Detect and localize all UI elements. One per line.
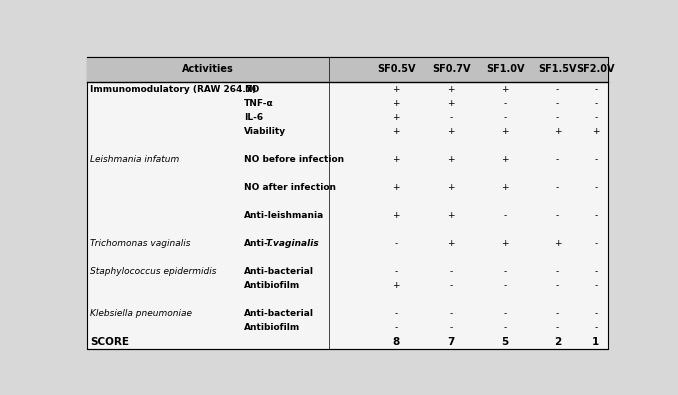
Text: -: - — [450, 281, 453, 290]
Text: 8: 8 — [393, 337, 400, 346]
Text: -: - — [594, 211, 597, 220]
Text: -: - — [594, 267, 597, 276]
Text: SF1.5V: SF1.5V — [538, 64, 577, 74]
Text: SF2.0V: SF2.0V — [576, 64, 615, 74]
Text: -: - — [450, 267, 453, 276]
Text: -: - — [504, 99, 506, 108]
Bar — [87, 56, 607, 83]
Text: TNF-α: TNF-α — [244, 99, 274, 108]
Text: +: + — [501, 183, 509, 192]
Text: NO before infection: NO before infection — [244, 155, 344, 164]
Text: +: + — [447, 211, 455, 220]
Text: -: - — [395, 239, 398, 248]
Text: +: + — [592, 127, 599, 136]
Text: +: + — [393, 211, 400, 220]
Text: 1: 1 — [592, 337, 599, 346]
Text: -: - — [556, 113, 559, 122]
Text: +: + — [393, 183, 400, 192]
Text: -: - — [594, 99, 597, 108]
Text: +: + — [447, 85, 455, 94]
Text: Immunomodulatory (RAW 264.7): Immunomodulatory (RAW 264.7) — [90, 85, 256, 94]
Text: +: + — [393, 99, 400, 108]
Text: NO: NO — [244, 85, 260, 94]
Text: -: - — [504, 113, 506, 122]
Text: Anti-leishmania: Anti-leishmania — [244, 211, 324, 220]
Text: -: - — [395, 309, 398, 318]
Text: +: + — [393, 281, 400, 290]
Text: Leishmania infatum: Leishmania infatum — [90, 155, 179, 164]
Text: -: - — [450, 323, 453, 332]
Text: -: - — [594, 309, 597, 318]
Text: +: + — [447, 183, 455, 192]
Text: SCORE: SCORE — [90, 337, 129, 346]
Text: -: - — [594, 85, 597, 94]
Text: -: - — [504, 267, 506, 276]
Text: Antibiofilm: Antibiofilm — [244, 323, 300, 332]
Text: Anti-: Anti- — [244, 239, 268, 248]
Text: Anti-bacterial: Anti-bacterial — [244, 267, 314, 276]
Text: -: - — [556, 183, 559, 192]
Text: Viability: Viability — [244, 127, 286, 136]
Text: SF0.5V: SF0.5V — [377, 64, 416, 74]
Text: -: - — [450, 309, 453, 318]
Text: -: - — [594, 183, 597, 192]
Text: +: + — [447, 127, 455, 136]
Text: +: + — [393, 113, 400, 122]
Text: -: - — [504, 309, 506, 318]
Text: Klebsiella pneumoniae: Klebsiella pneumoniae — [90, 309, 192, 318]
Text: -: - — [556, 99, 559, 108]
Text: -: - — [594, 155, 597, 164]
Text: -: - — [594, 281, 597, 290]
Text: SF1.0V: SF1.0V — [486, 64, 524, 74]
Text: +: + — [393, 85, 400, 94]
Text: +: + — [447, 155, 455, 164]
Text: +: + — [447, 239, 455, 248]
Text: -: - — [594, 113, 597, 122]
Text: -: - — [556, 309, 559, 318]
Text: Antibiofilm: Antibiofilm — [244, 281, 300, 290]
Text: -: - — [594, 323, 597, 332]
Text: -: - — [556, 323, 559, 332]
Text: +: + — [554, 127, 561, 136]
Text: -: - — [395, 323, 398, 332]
Text: -: - — [556, 211, 559, 220]
Text: +: + — [501, 155, 509, 164]
Text: -: - — [556, 281, 559, 290]
Text: T.vaginalis: T.vaginalis — [266, 239, 320, 248]
Text: 5: 5 — [502, 337, 508, 346]
Text: +: + — [393, 155, 400, 164]
Text: +: + — [393, 127, 400, 136]
Text: 2: 2 — [554, 337, 561, 346]
Text: -: - — [556, 155, 559, 164]
Text: -: - — [594, 239, 597, 248]
Text: +: + — [501, 239, 509, 248]
Text: -: - — [504, 281, 506, 290]
Text: +: + — [501, 85, 509, 94]
Text: 7: 7 — [447, 337, 455, 346]
Text: IL-6: IL-6 — [244, 113, 263, 122]
Text: -: - — [504, 211, 506, 220]
Text: +: + — [447, 99, 455, 108]
Text: Activities: Activities — [182, 64, 234, 74]
Text: Trichomonas vaginalis: Trichomonas vaginalis — [90, 239, 191, 248]
Text: -: - — [395, 267, 398, 276]
Text: +: + — [554, 239, 561, 248]
Text: -: - — [556, 85, 559, 94]
Text: -: - — [556, 267, 559, 276]
Text: Anti-bacterial: Anti-bacterial — [244, 309, 314, 318]
Text: -: - — [504, 323, 506, 332]
Text: NO after infection: NO after infection — [244, 183, 336, 192]
Text: -: - — [450, 113, 453, 122]
Text: SF0.7V: SF0.7V — [432, 64, 471, 74]
Text: Staphylococcus epidermidis: Staphylococcus epidermidis — [90, 267, 216, 276]
Text: +: + — [501, 127, 509, 136]
